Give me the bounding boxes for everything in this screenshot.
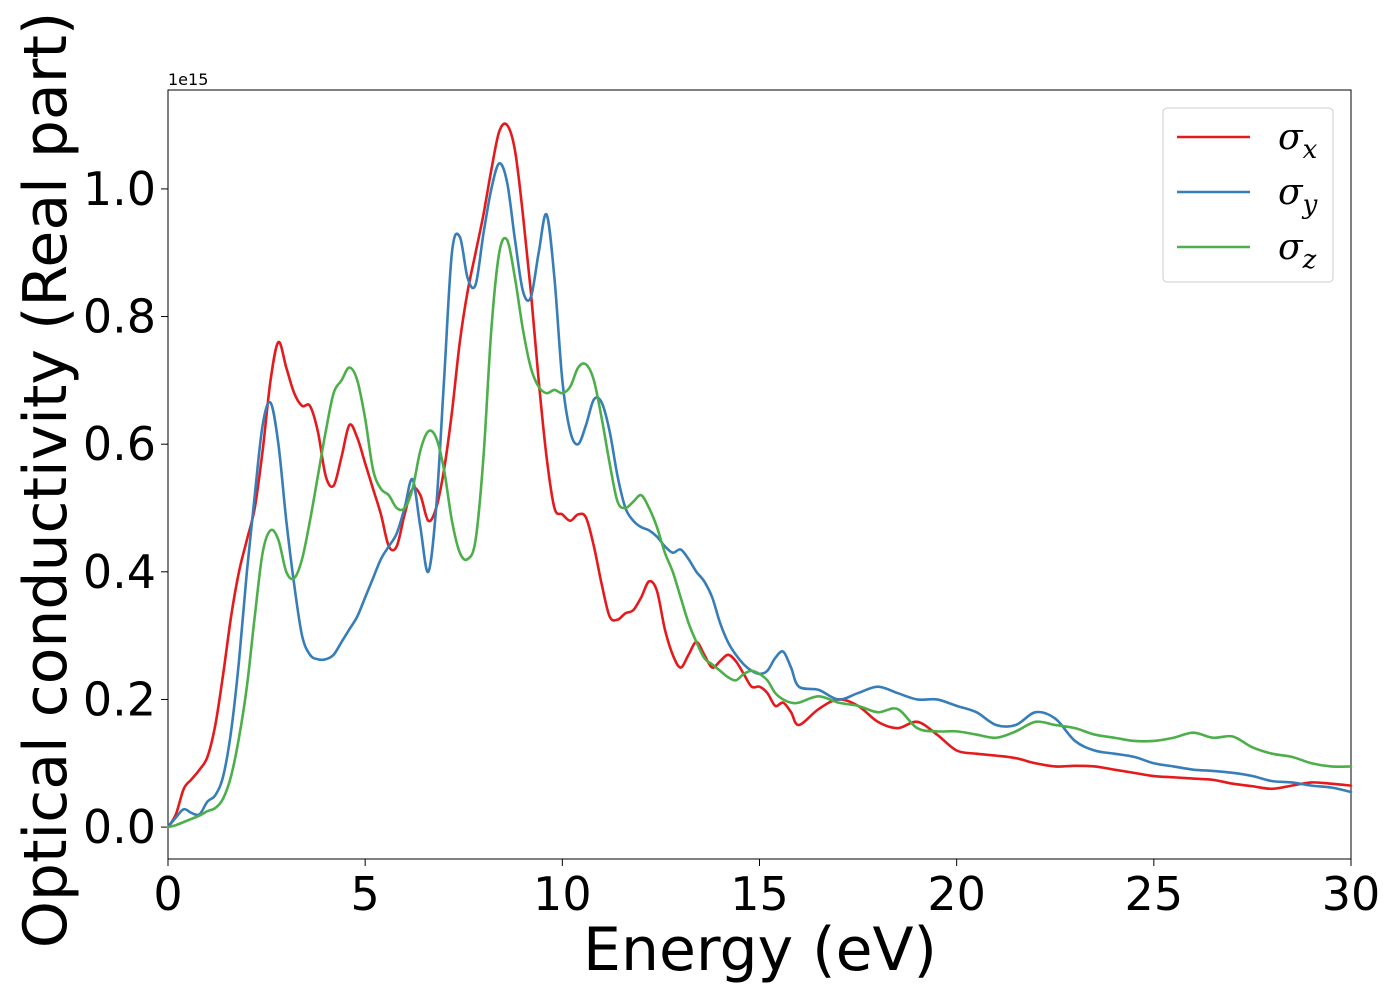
series-line-z bbox=[166, 236, 1353, 829]
x-tick-label: 0 bbox=[153, 867, 182, 921]
x-tick-label: 5 bbox=[351, 867, 380, 921]
x-tick-label: 30 bbox=[1322, 867, 1381, 921]
x-tick-label: 10 bbox=[533, 867, 592, 921]
y-axis-label: Optical conductivity (Real part) bbox=[11, 12, 81, 949]
y-tick-label: 0.6 bbox=[83, 417, 156, 471]
x-axis-ticks: 0 5 10 15 20 25 30 bbox=[153, 859, 1380, 921]
legend-label-y: σy bbox=[1278, 172, 1318, 220]
y-tick-label: 0.4 bbox=[83, 545, 156, 599]
legend-label-z: σz bbox=[1278, 227, 1317, 275]
legend: σx σy σz bbox=[1162, 107, 1334, 283]
y-tick-label: 1.0 bbox=[83, 162, 156, 216]
series-lines bbox=[166, 122, 1353, 829]
y-offset-label: 1e15 bbox=[168, 70, 208, 89]
legend-label-x: σx bbox=[1278, 117, 1318, 165]
x-tick-label: 20 bbox=[927, 867, 986, 921]
legend-box bbox=[1162, 107, 1334, 283]
x-axis-label: Energy (eV) bbox=[583, 915, 937, 985]
y-tick-label: 0.0 bbox=[83, 800, 156, 854]
y-tick-label: 0.8 bbox=[83, 290, 156, 344]
x-tick-label: 25 bbox=[1125, 867, 1184, 921]
y-axis-ticks: 0.0 0.2 0.4 0.6 0.8 1.0 bbox=[83, 162, 168, 854]
series-line-y bbox=[166, 162, 1353, 829]
y-tick-label: 0.2 bbox=[83, 672, 156, 726]
series-line-x bbox=[166, 122, 1353, 829]
x-tick-label: 15 bbox=[730, 867, 789, 921]
